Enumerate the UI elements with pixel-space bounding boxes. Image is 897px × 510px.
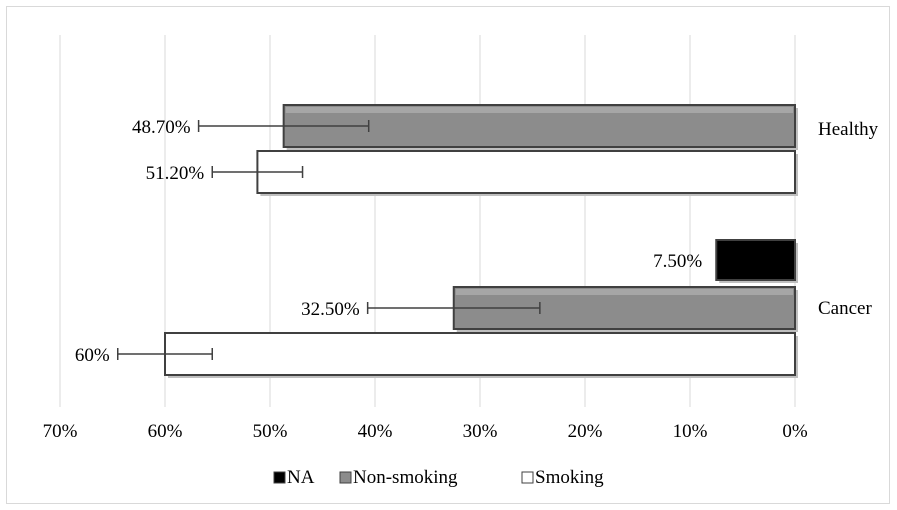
x-tick-label-70: 70% (43, 421, 78, 442)
bars (117, 104, 798, 378)
legend-swatch-non-smoking (339, 471, 352, 484)
legend: NA Non-smoking Smoking (273, 467, 604, 488)
x-tick-label-50: 50% (253, 421, 288, 442)
legend-label-non-smoking: Non-smoking (353, 467, 458, 488)
bar-cancer-smoking (164, 332, 796, 376)
x-tick-label-10: 10% (673, 421, 708, 442)
x-tick-label-20: 20% (568, 421, 603, 442)
bar-healthy-non-smoking-highlight (285, 107, 793, 113)
bar-healthy-smoking-data-label: 51.20% (146, 163, 205, 184)
bar-cancer-non-smoking-highlight (455, 289, 793, 295)
x-tick-label-0: 0% (782, 421, 808, 442)
x-tick-label-30: 30% (463, 421, 498, 442)
bar-cancer-non-smoking-data-label: 32.50% (301, 299, 360, 320)
bar-cancer-smoking-data-label: 60% (75, 345, 110, 366)
data-labels: Healthy 48.70% 51.20% Cancer 7.50% 32.50% 60% (75, 117, 879, 366)
bar-healthy-non-smoking-data-label: 48.70% (132, 117, 191, 138)
legend-label-smoking: Smoking (535, 467, 604, 488)
legend-label-na: NA (287, 467, 315, 488)
legend-swatch-smoking (521, 471, 534, 484)
x-axis-ticks: 70% 60% 50% 40% 30% 20% 10% 0% (43, 421, 808, 442)
category-label-cancer: Cancer (818, 298, 872, 319)
x-tick-label-40: 40% (358, 421, 393, 442)
bar-healthy-smoking (256, 150, 796, 194)
category-label-healthy: Healthy (818, 119, 879, 140)
bar-cancer-na-data-label: 7.50% (653, 251, 702, 272)
bar-cancer-na (715, 239, 796, 281)
legend-swatch-na (273, 471, 286, 484)
x-tick-label-60: 60% (148, 421, 183, 442)
